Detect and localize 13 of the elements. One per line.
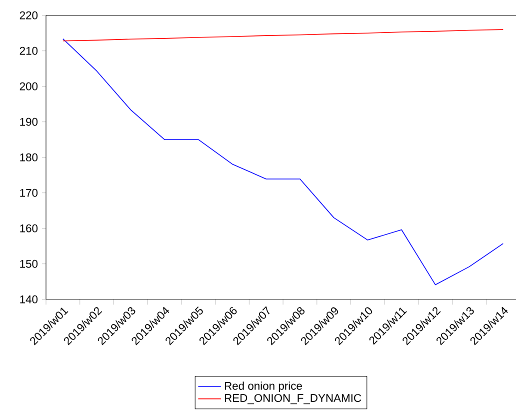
y-tick-label: 170 [20, 188, 38, 197]
y-tick-label: 160 [20, 224, 38, 232]
y-tick-label: 190 [20, 118, 38, 126]
y-tick-label: 140 [20, 295, 38, 304]
legend-label: Red onion price [224, 382, 302, 392]
y-tick-label: 150 [20, 260, 38, 268]
y-tick-label: 220 [20, 11, 38, 20]
line-series [62, 38, 504, 286]
y-tick-label: 180 [20, 153, 38, 162]
line-series [62, 29, 504, 42]
legend-label: RED_ONION_F_DYNAMIC [224, 394, 362, 404]
y-tick-label: 200 [20, 82, 38, 90]
y-tick-label: 210 [20, 46, 38, 55]
